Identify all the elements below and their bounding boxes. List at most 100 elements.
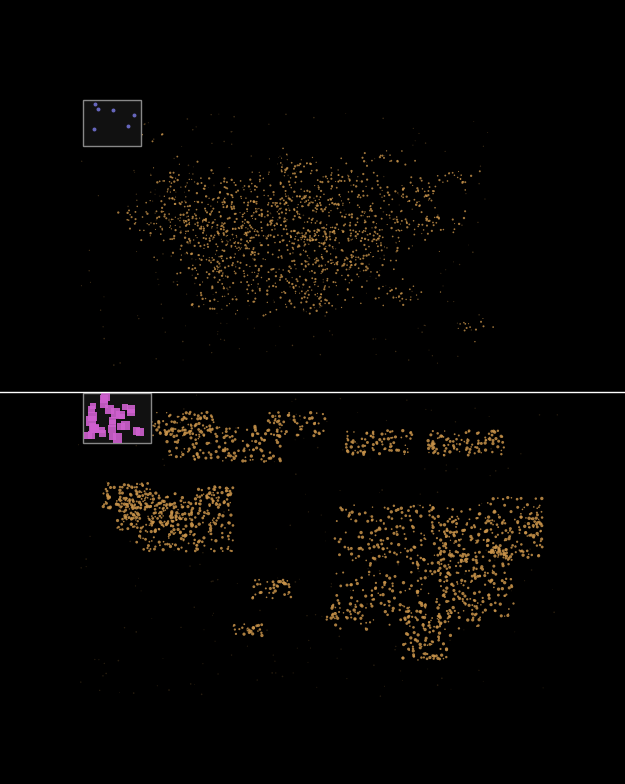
- Point: [401, 216, 411, 229]
- Point: [326, 248, 336, 260]
- Point: [351, 226, 361, 238]
- Point: [242, 283, 252, 296]
- Point: [297, 285, 307, 297]
- Point: [434, 613, 444, 626]
- Point: [169, 416, 179, 428]
- Point: [149, 507, 159, 520]
- Point: [416, 605, 426, 618]
- Point: [292, 642, 302, 655]
- Point: [276, 271, 286, 284]
- Point: [495, 539, 505, 552]
- Point: [228, 191, 238, 204]
- Point: [332, 612, 342, 625]
- Point: [284, 176, 294, 188]
- Point: [460, 205, 470, 217]
- Point: [372, 227, 382, 240]
- Point: [458, 176, 468, 188]
- Point: [274, 575, 284, 588]
- Point: [176, 513, 186, 525]
- Point: [369, 614, 379, 626]
- Point: [131, 518, 141, 531]
- Point: [512, 535, 522, 548]
- Point: [344, 509, 354, 521]
- Point: [121, 504, 131, 517]
- Point: [501, 524, 511, 537]
- Point: [481, 512, 491, 524]
- Point: [434, 610, 444, 622]
- Point: [308, 151, 318, 164]
- Point: [270, 223, 280, 235]
- Point: [131, 506, 141, 518]
- Point: [389, 527, 399, 539]
- Point: [390, 216, 400, 229]
- Point: [257, 210, 267, 223]
- Point: [176, 181, 186, 194]
- Point: [307, 284, 317, 296]
- Point: [372, 436, 382, 448]
- Point: [354, 201, 364, 213]
- Point: [262, 274, 272, 287]
- Point: [244, 444, 254, 456]
- Point: [283, 169, 293, 182]
- Point: [296, 423, 306, 435]
- Point: [183, 225, 193, 238]
- Point: [162, 502, 172, 514]
- Point: [464, 425, 474, 437]
- Point: [204, 482, 214, 495]
- Point: [276, 157, 286, 169]
- Point: [316, 288, 326, 300]
- Point: [89, 423, 99, 435]
- Point: [330, 222, 340, 234]
- Point: [268, 280, 278, 292]
- Point: [316, 295, 326, 307]
- Point: [389, 546, 399, 559]
- Point: [391, 282, 401, 295]
- Point: [484, 589, 494, 601]
- Point: [209, 483, 219, 495]
- Point: [374, 232, 384, 245]
- Point: [306, 302, 316, 314]
- Point: [481, 524, 491, 537]
- Point: [275, 176, 285, 188]
- Point: [313, 254, 323, 267]
- Point: [424, 442, 434, 455]
- Point: [146, 515, 156, 528]
- Point: [276, 425, 286, 437]
- Point: [434, 610, 444, 622]
- Point: [219, 506, 229, 518]
- Point: [169, 430, 179, 443]
- Point: [155, 539, 165, 551]
- Point: [412, 585, 422, 597]
- Point: [424, 439, 434, 452]
- Point: [132, 200, 142, 212]
- Point: [239, 207, 249, 220]
- Point: [376, 149, 386, 162]
- Point: [436, 549, 446, 561]
- Point: [158, 415, 168, 427]
- Point: [299, 304, 309, 317]
- Point: [340, 211, 350, 223]
- Point: [377, 538, 387, 550]
- Point: [284, 260, 294, 273]
- Point: [204, 518, 214, 531]
- Point: [208, 496, 217, 509]
- Point: [282, 150, 292, 162]
- Point: [292, 159, 302, 172]
- Point: [269, 220, 279, 232]
- Point: [205, 487, 215, 499]
- Point: [158, 495, 168, 507]
- Point: [83, 430, 93, 442]
- Point: [249, 241, 259, 254]
- Point: [96, 304, 106, 317]
- Point: [188, 269, 198, 281]
- Point: [436, 534, 446, 546]
- Point: [537, 511, 547, 524]
- Point: [328, 609, 338, 622]
- Point: [416, 172, 426, 184]
- Point: [303, 194, 313, 206]
- Point: [413, 322, 423, 335]
- Point: [173, 411, 182, 423]
- Point: [452, 546, 462, 559]
- Point: [239, 628, 249, 641]
- Point: [112, 129, 123, 142]
